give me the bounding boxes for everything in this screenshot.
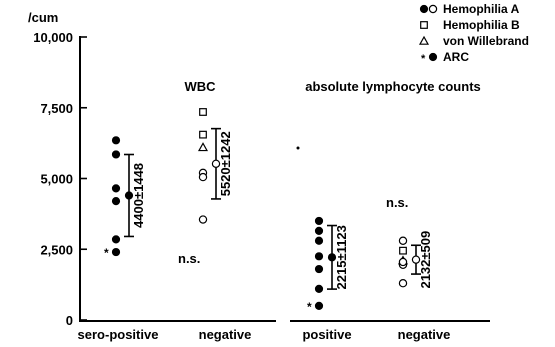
data-point bbox=[111, 235, 121, 244]
panel-title: WBC bbox=[184, 79, 216, 94]
mean-sd-label: 4400±1448 bbox=[131, 163, 146, 228]
mean-sd-label: 2215±1123 bbox=[334, 225, 349, 289]
data-groups: * 4400±1448 5520±1242 * 2215±1123 2132±509 bbox=[104, 108, 433, 314]
data-point bbox=[111, 136, 121, 145]
panel-title: absolute lymphocyte counts bbox=[305, 79, 481, 94]
data-point bbox=[314, 301, 324, 310]
category-label: sero-positive bbox=[78, 327, 159, 342]
data-point bbox=[398, 236, 408, 245]
category-label: negative bbox=[199, 327, 252, 342]
legend-label: von Willebrand bbox=[443, 34, 529, 48]
legend-marker bbox=[420, 21, 428, 29]
data-group: 5520±1242 bbox=[197, 108, 233, 224]
y-axis-label: /cum bbox=[28, 10, 58, 25]
data-group: * 4400±1448 bbox=[104, 136, 146, 260]
data-point bbox=[314, 252, 324, 261]
data-point bbox=[314, 236, 324, 245]
data-group: 2132±509 bbox=[397, 231, 433, 289]
y-tick-label: 2,500 bbox=[40, 242, 73, 257]
y-tick-label: 0 bbox=[66, 313, 73, 328]
significance-label: n.s. bbox=[386, 195, 408, 210]
y-tick-label: 10,000 bbox=[33, 30, 73, 45]
mean-point bbox=[327, 253, 337, 262]
panel-labels: WBC n.s. sero-positive negative absolute lym… bbox=[78, 79, 481, 342]
mean-sd-label: 5520±1242 bbox=[218, 131, 233, 196]
data-point bbox=[314, 284, 324, 293]
mean-point bbox=[124, 191, 134, 200]
data-point bbox=[314, 264, 324, 274]
legend-entry: Hemophilia A bbox=[419, 2, 520, 16]
legend-marker bbox=[428, 52, 438, 62]
data-point bbox=[314, 216, 324, 226]
legend-label: Hemophilia A bbox=[443, 2, 520, 16]
data-point bbox=[197, 142, 209, 152]
legend-marker bbox=[428, 4, 438, 14]
data-point bbox=[198, 172, 208, 182]
data-point bbox=[398, 257, 408, 267]
mean-point bbox=[211, 159, 221, 168]
data-point bbox=[198, 215, 208, 224]
data-point bbox=[111, 247, 121, 257]
mean-point bbox=[411, 255, 421, 264]
legend-marker bbox=[418, 35, 430, 45]
significance-label: n.s. bbox=[178, 251, 200, 266]
stray-dot bbox=[296, 146, 300, 150]
data-point bbox=[199, 108, 207, 116]
legend-entry: * ARC bbox=[421, 50, 469, 65]
legend-marker bbox=[419, 4, 429, 14]
legend-label: ARC bbox=[443, 50, 469, 64]
y-tick-label: 5,000 bbox=[40, 172, 73, 187]
category-label: negative bbox=[398, 327, 451, 342]
data-point bbox=[398, 279, 408, 288]
legend-label: Hemophilia B bbox=[443, 18, 520, 32]
arc-asterisk: * bbox=[104, 246, 109, 260]
category-label: positive bbox=[302, 327, 351, 342]
data-group: * 2215±1123 bbox=[307, 216, 349, 314]
legend-entry: von Willebrand bbox=[418, 34, 529, 48]
data-point bbox=[199, 130, 207, 139]
y-ticks: 0 2,500 5,000 7,500 10,000 bbox=[33, 30, 87, 328]
data-point bbox=[399, 246, 407, 255]
legend-entry: Hemophilia B bbox=[420, 18, 520, 32]
y-tick-label: 7,500 bbox=[40, 101, 73, 116]
data-point bbox=[111, 197, 121, 206]
data-point bbox=[111, 150, 121, 159]
legend-marker: * bbox=[421, 53, 426, 65]
legend: Hemophilia A Hemophilia B von Willebrand * A… bbox=[418, 2, 529, 65]
data-point bbox=[111, 184, 121, 193]
mean-sd-label: 2132±509 bbox=[418, 231, 433, 289]
arc-asterisk: * bbox=[307, 300, 312, 314]
data-point bbox=[314, 226, 324, 235]
